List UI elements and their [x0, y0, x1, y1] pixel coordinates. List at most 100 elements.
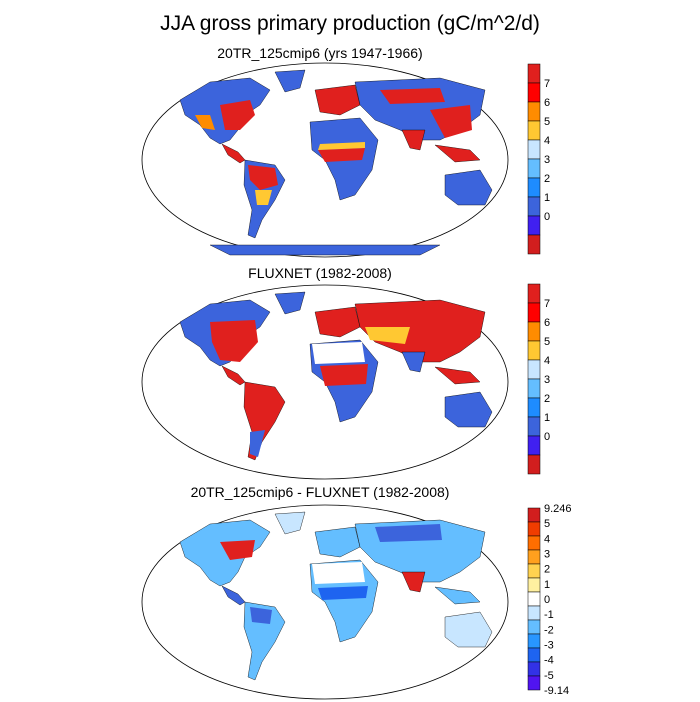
colorbar-3-tick-label: -2 [544, 624, 554, 636]
colorbar-1-swatch [527, 196, 541, 217]
colorbar-3-tick-label: -5 [544, 670, 554, 682]
colorbar-3-tick-label: -4 [544, 655, 554, 667]
colorbar-2-tick-label: 7 [544, 298, 550, 310]
map-2-south-america-south [250, 430, 265, 457]
colorbar-3-swatch [527, 521, 541, 537]
map-3-se-asia [434, 586, 481, 605]
map-1-north-america-east [220, 100, 255, 130]
colorbar-2-tick-label: 3 [544, 374, 550, 386]
map-3-north-america [179, 519, 271, 587]
colorbar-2-swatch [527, 302, 541, 323]
map-1-south-america-mid [255, 190, 272, 205]
map-3-sahara [312, 562, 365, 584]
panel-1-colorbar: 7 6 5 4 3 2 1 0 [527, 63, 550, 255]
panel-2-colorbar: 7 6 5 4 3 2 1 0 [527, 283, 550, 475]
colorbar-1-swatch [527, 63, 541, 84]
colorbar-1-tick-label: 6 [544, 97, 550, 109]
colorbar-3-tick-label: -9.14 [544, 685, 569, 697]
colorbar-2-swatch [527, 397, 541, 418]
colorbar-2-swatch [527, 454, 541, 475]
colorbar-3-labels: 9.246 5 4 3 2 1 0 -1 -2 -3 -4 -5 -9.14 [544, 503, 572, 697]
map-3-europe [314, 526, 361, 558]
map-3-siberia [375, 524, 442, 542]
colorbar-3-swatch [527, 549, 541, 565]
map-3-australia [444, 611, 493, 648]
map-1-siberia [380, 88, 445, 104]
panel-3-colorbar: 9.246 5 4 3 2 1 0 -1 -2 -3 -4 -5 -9.14 [527, 503, 572, 697]
colorbar-3-swatch [527, 563, 541, 579]
map-1-australia [444, 169, 493, 206]
panel-1-map [141, 62, 509, 258]
colorbar-1-tick-label: 5 [544, 116, 550, 128]
colorbar-3-swatch [527, 619, 541, 635]
colorbar-3-swatches [527, 507, 541, 691]
map-1-antarctica [209, 244, 441, 256]
colorbar-3-swatch [527, 605, 541, 621]
map-2-se-asia [434, 366, 481, 385]
colorbar-2-tick-label: 1 [544, 412, 550, 424]
map-2-europe [314, 306, 361, 338]
colorbar-2-tick-label: 4 [544, 355, 550, 367]
colorbar-2-tick-label: 2 [544, 393, 550, 405]
colorbar-3-swatch [527, 577, 541, 593]
colorbar-1-swatch [527, 177, 541, 198]
map-2-north-america-east [210, 320, 258, 362]
map-2-sahara-missing [312, 342, 365, 364]
panel-3-map [141, 504, 509, 700]
colorbar-3-swatch [527, 675, 541, 691]
map-1-se-asia [434, 144, 481, 163]
colorbar-1-swatch [527, 215, 541, 236]
colorbar-2-tick-label: 6 [544, 317, 550, 329]
colorbar-2-swatch [527, 359, 541, 380]
panel-1-subtitle: 20TR_125cmip6 (yrs 1947-1966) [217, 45, 423, 61]
figure-title: JJA gross primary production (gC/m^2/d) [160, 12, 540, 35]
colorbar-3-tick-label: 5 [544, 518, 550, 530]
colorbar-3-tick-label: 4 [544, 533, 550, 545]
colorbar-1-tick-label: 7 [544, 78, 550, 90]
colorbar-1-swatch [527, 158, 541, 179]
map-3-greenland [274, 511, 306, 535]
colorbar-1-tick-label: 2 [544, 173, 550, 185]
panel-2-subtitle: FLUXNET (1982-2008) [248, 265, 392, 281]
map-1-china [430, 105, 472, 138]
colorbar-2-labels: 7 6 5 4 3 2 1 0 [544, 298, 550, 443]
map-1-sahel-edge [318, 142, 365, 150]
colorbar-3-tick-label: 9.246 [544, 503, 572, 515]
colorbar-1-swatch [527, 234, 541, 255]
colorbar-2-swatch [527, 283, 541, 304]
map-1-europe [314, 84, 361, 116]
map-2-greenland [274, 291, 306, 315]
colorbar-2-tick-label: 0 [544, 431, 550, 443]
colorbar-2-swatch [527, 378, 541, 399]
colorbar-1-swatch [527, 101, 541, 122]
map-3-north-america-east [220, 540, 255, 560]
colorbar-1-tick-label: 3 [544, 154, 550, 166]
colorbar-1-tick-label: 4 [544, 135, 550, 147]
panel-2-map [141, 284, 509, 480]
colorbar-1-swatch [527, 82, 541, 103]
map-2-central-america [221, 365, 246, 386]
colorbar-1-swatch [527, 139, 541, 160]
map-1-north-america-west [195, 115, 215, 130]
colorbar-3-tick-label: 1 [544, 579, 550, 591]
colorbar-2-tick-label: 5 [544, 336, 550, 348]
colorbar-2-swatch [527, 321, 541, 342]
colorbar-1-swatch [527, 120, 541, 141]
colorbar-1-swatches [527, 63, 541, 255]
colorbar-3-swatch [527, 633, 541, 649]
map-1-sahel [318, 148, 365, 162]
colorbar-3-tick-label: -3 [544, 640, 554, 652]
map-2-central-asia [365, 327, 410, 344]
colorbar-3-tick-label: -1 [544, 609, 554, 621]
colorbar-2-swatches [527, 283, 541, 475]
map-3-central-america [221, 585, 246, 606]
map-1-greenland [274, 69, 306, 93]
map-1-india [401, 129, 426, 151]
map-1-central-america [221, 143, 246, 164]
map-2-india [401, 351, 426, 373]
colorbar-3-swatch [527, 535, 541, 551]
colorbar-3-tick-label: 0 [544, 594, 550, 606]
map-2-sahel [320, 364, 368, 386]
map-3-amazon [250, 607, 272, 624]
map-1-amazon [248, 165, 278, 190]
